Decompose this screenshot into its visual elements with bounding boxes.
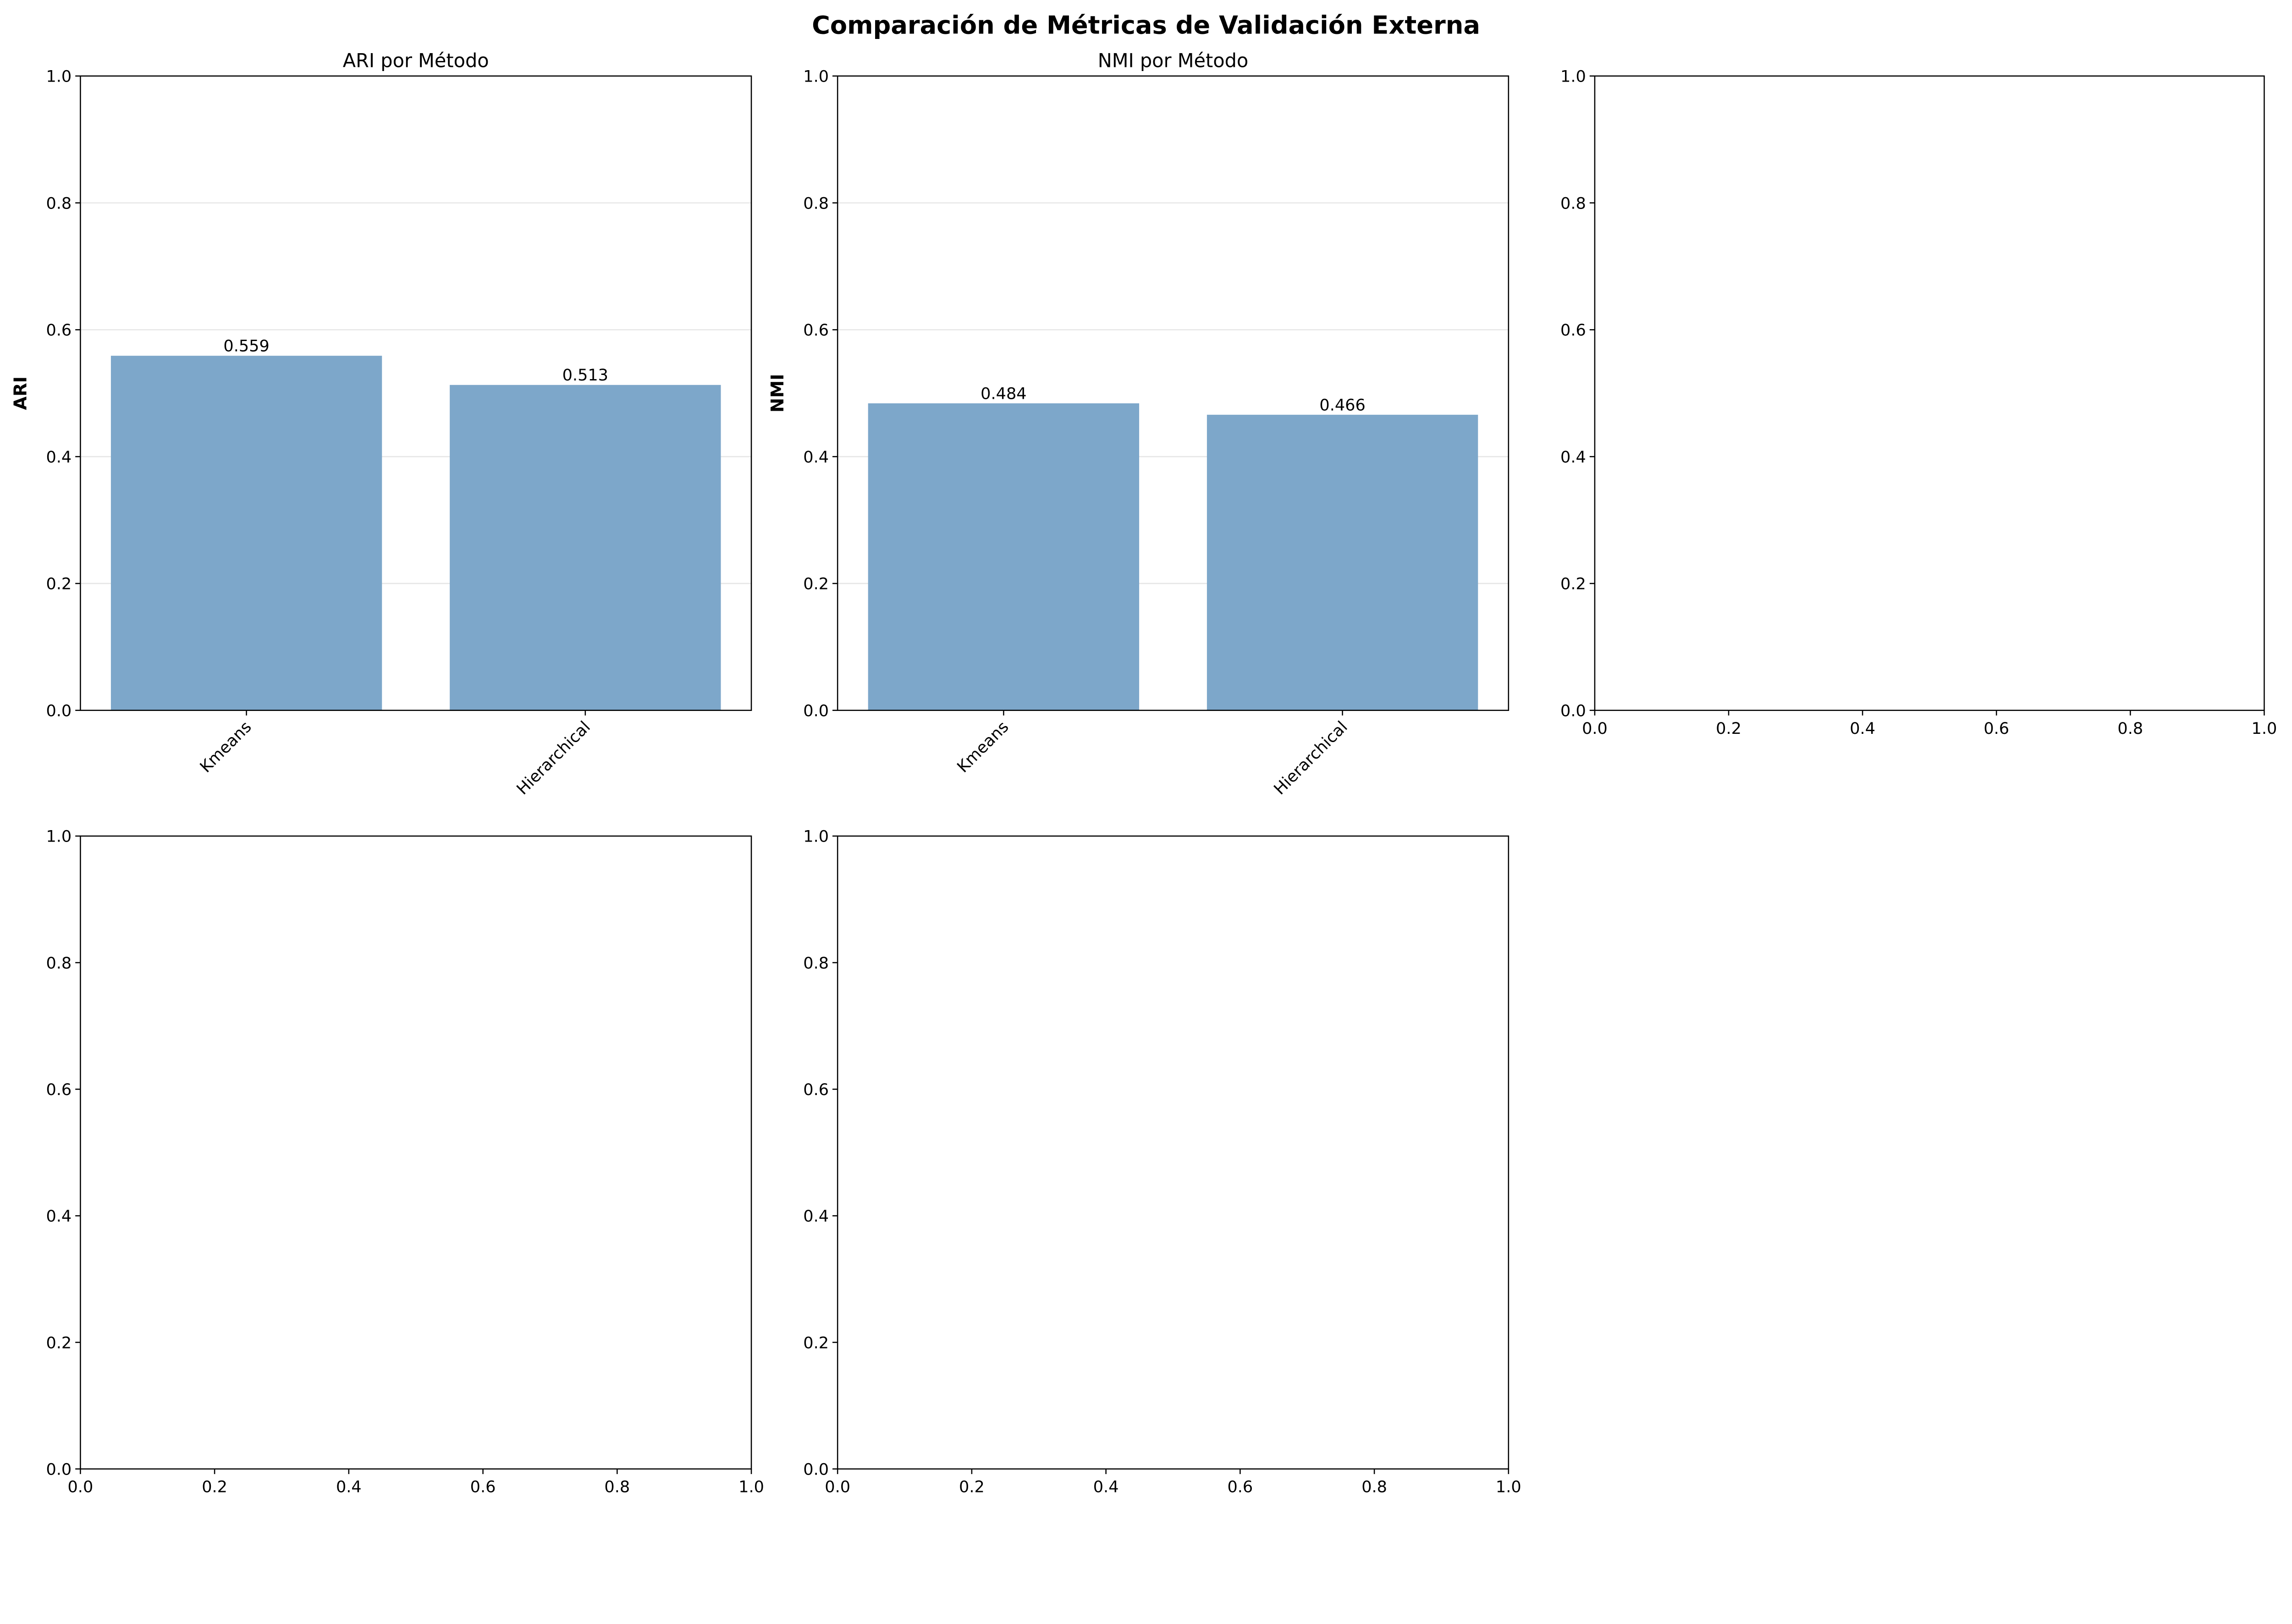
x-tick-label: 0.2 [202,1478,227,1497]
x-tick-label: 0.2 [959,1478,985,1497]
y-tick-label: 1.0 [803,827,829,846]
bar-hierarchical [1207,414,1478,710]
y-axis-label: ARI [10,376,31,410]
y-tick-label: 0.0 [46,1460,72,1479]
y-tick-label: 0.0 [803,701,829,720]
x-tick-label: 1.0 [1496,1478,1521,1497]
bar-hierarchical [450,385,721,710]
bar-kmeans [868,403,1140,710]
y-tick-label: 0.2 [46,1333,72,1352]
subplot-3: 0.0 0.2 0.4 0.6 0.8 1.0 0.0 0.2 0.4 0.6 0.8 1.0 [1560,67,2277,738]
y-tick-label: 0.6 [803,1080,829,1099]
x-tick-label: 0.8 [2117,719,2143,738]
y-tick-label: 1.0 [803,67,829,86]
x-tick-label: 0.6 [1983,719,2009,738]
y-tick-label: 0.0 [803,1460,829,1479]
y-tick-label: 0.6 [1560,321,1586,340]
bar-data-label: 0.559 [223,337,269,356]
bar-data-label: 0.466 [1319,396,1365,414]
figure: Comparación de Métricas de Validación Ex… [10,11,2277,1497]
axes-frame [837,75,1510,711]
x-tick-label: 1.0 [2252,719,2277,738]
y-tick-label: 0.2 [803,575,829,594]
y-tick-label: 0.4 [46,448,72,467]
x-tick-label: 0.6 [470,1478,496,1497]
y-tick-label: 0.2 [46,575,72,594]
y-tick-label: 0.0 [1560,701,1586,720]
y-tick-label: 0.4 [46,1207,72,1226]
y-tick-label: 0.8 [1560,194,1586,213]
x-tick-label: 0.0 [1582,719,1608,738]
subplot-5: 0.0 0.2 0.4 0.6 0.8 1.0 0.0 0.2 0.4 0.6 0.8 1.0 [803,827,1521,1497]
y-tick-label: 0.0 [46,701,72,720]
y-tick-label: 0.6 [803,321,829,340]
x-tick-label: 0.8 [1361,1478,1387,1497]
x-tick-label: 0.4 [1850,719,1875,738]
axes-frame [837,835,1510,1470]
y-tick-label: 0.2 [1560,575,1586,594]
axes-frame [80,835,752,1470]
y-tick-label: 0.2 [803,1333,829,1352]
y-tick-label: 0.8 [803,194,829,213]
y-axis-label: NMI [767,374,788,413]
axes-frame [80,75,752,711]
x-tick-label: 0.8 [604,1478,630,1497]
y-tick-label: 0.6 [46,321,72,340]
x-tick-label: 0.4 [1093,1478,1119,1497]
x-tick-label: 1.0 [738,1478,764,1497]
subplot-title: NMI por Método [1098,50,1249,72]
y-tick-label: 0.8 [803,954,829,973]
y-tick-label: 0.4 [803,1207,829,1226]
axes-frame [1594,75,2265,711]
y-tick-label: 0.8 [46,194,72,213]
x-tick-label: 0.0 [68,1478,94,1497]
y-tick-label: 1.0 [1560,67,1586,86]
bar-data-label: 0.513 [562,366,608,385]
bar-kmeans [110,356,382,710]
x-tick-label: 0.4 [336,1478,362,1497]
x-tick-label: 0.6 [1227,1478,1253,1497]
bar-data-label: 0.484 [981,384,1026,403]
y-tick-label: 0.4 [1560,448,1586,467]
y-tick-label: 0.8 [46,954,72,973]
y-tick-label: 0.6 [46,1080,72,1099]
y-tick-label: 0.4 [803,448,829,467]
x-tick-label: 0.0 [825,1478,850,1497]
y-tick-label: 1.0 [46,827,72,846]
subplot-title: ARI por Método [343,50,489,72]
subplot-4: 0.0 0.2 0.4 0.6 0.8 1.0 0.0 0.2 0.4 0.6 0.8 1.0 [46,827,764,1497]
x-tick-label: 0.2 [1716,719,1741,738]
y-tick-label: 1.0 [46,67,72,86]
figure-suptitle: Comparación de Métricas de Validación Ex… [812,11,1480,39]
